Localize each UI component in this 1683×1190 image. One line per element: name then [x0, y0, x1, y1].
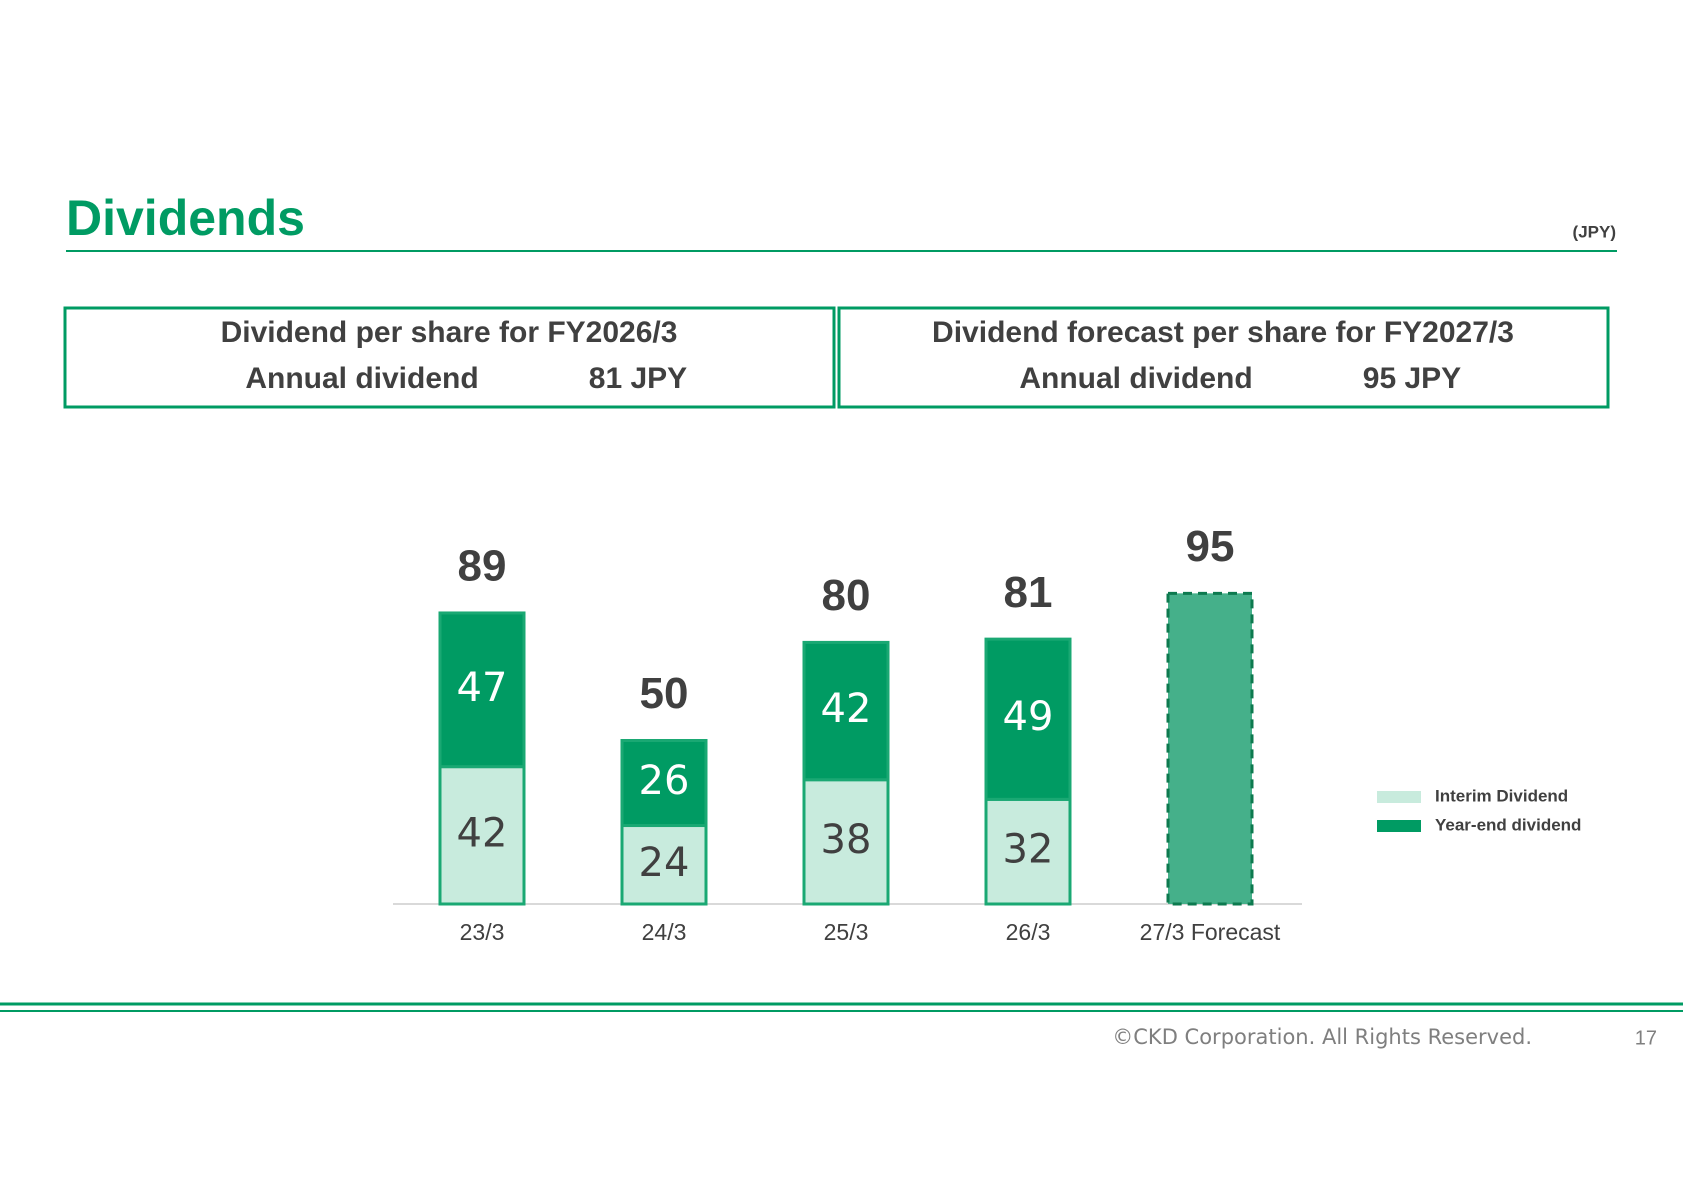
copyright: ©CKD Corporation. All Rights Reserved.: [1112, 1025, 1532, 1049]
bar-segment: [620, 739, 708, 828]
bar-segment: [802, 640, 890, 782]
bar-segment: [984, 637, 1072, 801]
segment-label: 24: [639, 840, 690, 886]
bar-segment: [438, 765, 526, 906]
summary-label: Annual dividend: [1019, 362, 1252, 395]
segment-label: 26: [639, 758, 690, 804]
legend-label: Year-end dividend: [1435, 815, 1581, 834]
segment-label: 32: [1003, 827, 1054, 873]
segment-label: 42: [821, 686, 872, 732]
x-tick-label: 25/3: [824, 919, 869, 945]
unit-label: (JPY): [1573, 222, 1616, 241]
legend-swatch: [1377, 791, 1421, 803]
total-label: 89: [458, 542, 507, 591]
forecast-bar: [1166, 591, 1254, 906]
slide-title: Dividends: [66, 190, 305, 246]
legend-swatch: [1377, 820, 1421, 832]
segment-label: 49: [1003, 694, 1054, 740]
summary-value: 95 JPY: [1363, 362, 1461, 395]
summary-box: [63, 306, 836, 409]
x-tick-label: 26/3: [1006, 919, 1051, 945]
legend-label: Interim Dividend: [1435, 786, 1568, 805]
summary-box: [837, 306, 1610, 409]
bar-segment: [438, 611, 526, 769]
x-tick-label: 27/3 Forecast: [1140, 919, 1281, 945]
bar-segment: [802, 778, 890, 906]
total-label: 81: [1004, 568, 1053, 617]
bar-segment: [620, 824, 708, 906]
summary-title: Dividend per share for FY2026/3: [221, 316, 678, 349]
total-label: 95: [1186, 522, 1235, 571]
summary-title: Dividend forecast per share for FY2027/3: [932, 316, 1514, 349]
segment-label: 47: [457, 665, 508, 711]
summary-label: Annual dividend: [245, 362, 478, 395]
segment-label: 42: [457, 810, 508, 856]
total-label: 50: [640, 669, 689, 718]
total-label: 80: [822, 571, 871, 620]
segment-label: 38: [821, 817, 872, 863]
x-tick-label: 24/3: [642, 919, 687, 945]
x-tick-label: 23/3: [460, 919, 505, 945]
summary-value: 81 JPY: [589, 362, 687, 395]
page-number: 17: [1635, 1027, 1657, 1049]
